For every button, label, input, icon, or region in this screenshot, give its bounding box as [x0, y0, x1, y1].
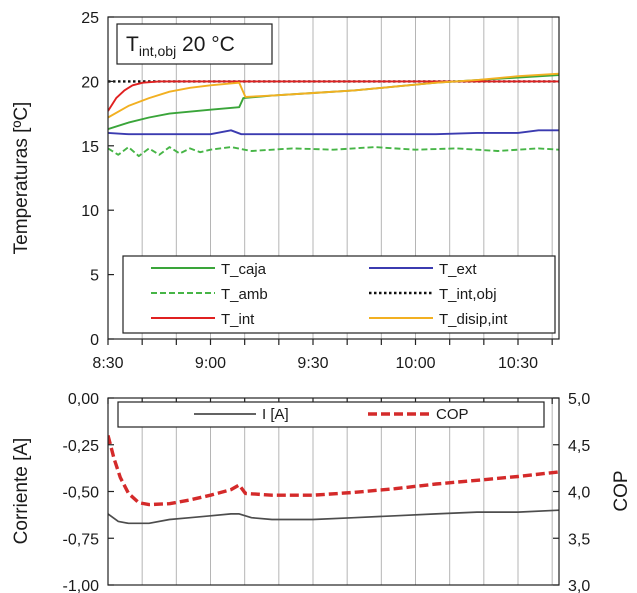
temperature-plot-frame [107, 16, 560, 340]
temperature-x-ticks: 8:30 9:00 9:30 10:00 10:30 [92, 339, 553, 372]
y-tick-label: 20 [81, 74, 99, 91]
legend-label-t-int-obj: T_int,obj [439, 286, 497, 303]
series-line-i-a [108, 509, 559, 525]
series-line-t-disip-int [108, 72, 559, 119]
series-line-t-amb [108, 146, 559, 158]
y-tick-label: 25 [81, 10, 99, 27]
legend-label-t-amb: T_amb [221, 286, 268, 303]
temperature-chart: 0 5 10 15 20 25 8:30 9:00 9:30 10:00 10:30 Temper… [11, 10, 560, 372]
current-grid [141, 398, 553, 585]
x-tick-label: 8:30 [92, 355, 123, 372]
temperature-y-ticks: 0 5 10 15 20 25 [81, 10, 114, 349]
current-y-ticks: 0,00 -0,25 -0,50 -0,75 -1,00 [63, 391, 114, 593]
y-tick-label: 0,00 [68, 391, 99, 408]
y-tick-label: 10 [81, 203, 99, 220]
current-cop-chart: 0,00 -0,25 -0,50 -0,75 -1,00 5,0 4,5 4,0 3,5 3,0… [11, 391, 632, 593]
temperature-y-axis-label: Temperaturas [ºC] [11, 102, 32, 255]
target-temperature-annotation: Tint,obj 20 °C [116, 23, 273, 65]
x-tick-label: 10:30 [498, 355, 538, 372]
current-cop-legend: I [A] COP [117, 401, 545, 428]
temperature-legend: T_caja T_ext T_amb T_int,obj T_int T_disip,in… [122, 255, 556, 334]
y-tick-label: 5 [90, 268, 99, 285]
y-tick-label: -0,25 [63, 438, 100, 455]
series-line-t-int [108, 80, 559, 112]
annotation-subscript: int,obj [139, 43, 176, 59]
y-tick-label: -0,50 [63, 485, 100, 502]
current-cop-series [108, 434, 559, 525]
legend-label-t-ext: T_ext [439, 261, 477, 278]
legend-label-cop: COP [436, 406, 469, 423]
svg-text:Tint,obj 20 °C: Tint,obj 20 °C [126, 33, 235, 59]
legend-label-t-disip-int: T_disip,int [439, 311, 508, 328]
annotation-value: 20 °C [176, 33, 235, 56]
y-tick-label: 0 [90, 332, 99, 349]
y-tick-label: -0,75 [63, 531, 100, 548]
y2-tick-label: 3,5 [568, 531, 590, 548]
y-tick-label: 15 [81, 139, 99, 156]
current-y-axis-label: Corriente [A] [11, 438, 32, 545]
annotation-base: T [126, 33, 139, 56]
series-line-t-ext [108, 129, 559, 136]
y2-tick-label: 3,0 [568, 578, 590, 593]
x-tick-label: 10:00 [395, 355, 435, 372]
legend-label-t-caja: T_caja [221, 261, 267, 278]
cop-y-ticks: 5,0 4,5 4,0 3,5 3,0 [553, 391, 590, 593]
y-tick-label: -1,00 [63, 578, 100, 593]
cop-y-axis-label: COP [611, 470, 632, 511]
temperature-series [108, 72, 559, 158]
y2-tick-label: 5,0 [568, 391, 590, 408]
y2-tick-label: 4,0 [568, 485, 590, 502]
legend-label-i-a: I [A] [262, 406, 289, 423]
y2-tick-label: 4,5 [568, 438, 590, 455]
x-tick-label: 9:30 [297, 355, 328, 372]
series-line-t-caja [108, 74, 559, 131]
legend-label-t-int: T_int [221, 311, 255, 328]
series-line-cop [108, 434, 559, 507]
x-tick-label: 9:00 [195, 355, 226, 372]
